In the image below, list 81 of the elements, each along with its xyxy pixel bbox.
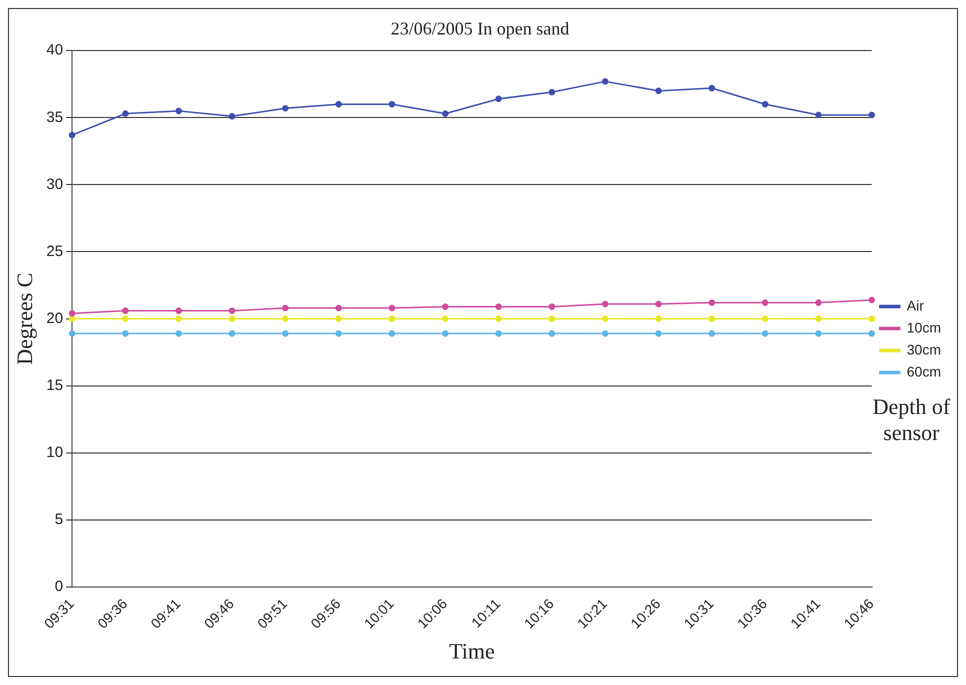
legend-label: Air: [906, 297, 924, 314]
point: [68, 316, 76, 322]
point: [68, 330, 76, 337]
point: [228, 330, 236, 337]
point: [335, 304, 342, 312]
point: [228, 113, 236, 120]
point: [655, 300, 662, 308]
point: [762, 299, 768, 306]
point: [762, 330, 768, 337]
point: [68, 310, 76, 317]
point: [708, 299, 716, 306]
point: [655, 330, 662, 337]
point: [762, 100, 768, 108]
point: [868, 316, 876, 322]
y-tick-label: 40: [46, 42, 64, 59]
point: [868, 330, 876, 337]
point: [868, 112, 876, 118]
point: [282, 105, 289, 112]
point: [228, 316, 236, 322]
legend-title: Depth of sensor: [872, 394, 952, 446]
point: [175, 307, 182, 314]
y-tick-label: 0: [54, 578, 64, 596]
point: [762, 316, 768, 322]
point: [602, 316, 608, 322]
point: [335, 316, 342, 322]
point: [602, 300, 608, 308]
point: [602, 78, 608, 85]
point: [388, 100, 396, 108]
point: [708, 330, 716, 337]
point: [708, 316, 716, 322]
point: [815, 316, 822, 322]
point: [335, 330, 342, 337]
y-tick-label: 10: [46, 444, 64, 461]
point: [495, 303, 502, 310]
legend-label: 60cm: [906, 363, 941, 380]
point: [815, 330, 822, 337]
point: [815, 112, 822, 118]
point: [442, 316, 449, 322]
point: [68, 132, 76, 138]
point: [495, 96, 502, 102]
point: [388, 316, 396, 322]
point: [548, 330, 556, 337]
point: [655, 88, 662, 94]
point: [282, 330, 289, 337]
legend-label: 30cm: [906, 341, 941, 358]
point: [868, 296, 876, 304]
point: [815, 299, 822, 306]
y-tick-label: 35: [46, 108, 64, 126]
point: [708, 84, 716, 92]
point: [548, 303, 556, 310]
point: [442, 110, 449, 117]
point: [175, 108, 182, 114]
x-axis-title: Time: [449, 638, 495, 664]
point: [602, 330, 608, 337]
chart-title: 23/06/2005 In open sand: [390, 18, 570, 39]
point: [495, 330, 502, 337]
point: [548, 316, 556, 322]
y-tick-label: 5: [54, 511, 64, 528]
point: [122, 110, 129, 117]
y-axis-title: Degrees C: [12, 272, 37, 365]
point: [175, 330, 182, 337]
point: [122, 307, 129, 314]
y-tick-label: 25: [46, 242, 64, 260]
y-tick-label: 30: [46, 176, 64, 193]
point: [495, 316, 502, 322]
point: [228, 307, 236, 314]
y-tick-label: 15: [46, 376, 64, 394]
point: [122, 316, 129, 322]
y-tick-label: 20: [46, 310, 64, 327]
point: [442, 303, 449, 310]
point: [655, 316, 662, 322]
point: [335, 100, 342, 108]
point: [388, 330, 396, 337]
point: [388, 304, 396, 312]
point: [442, 330, 449, 337]
point: [282, 304, 289, 312]
point: [122, 330, 129, 337]
point: [548, 88, 556, 96]
legend-label: 10cm: [906, 319, 941, 336]
point: [282, 316, 289, 322]
point: [175, 316, 182, 322]
